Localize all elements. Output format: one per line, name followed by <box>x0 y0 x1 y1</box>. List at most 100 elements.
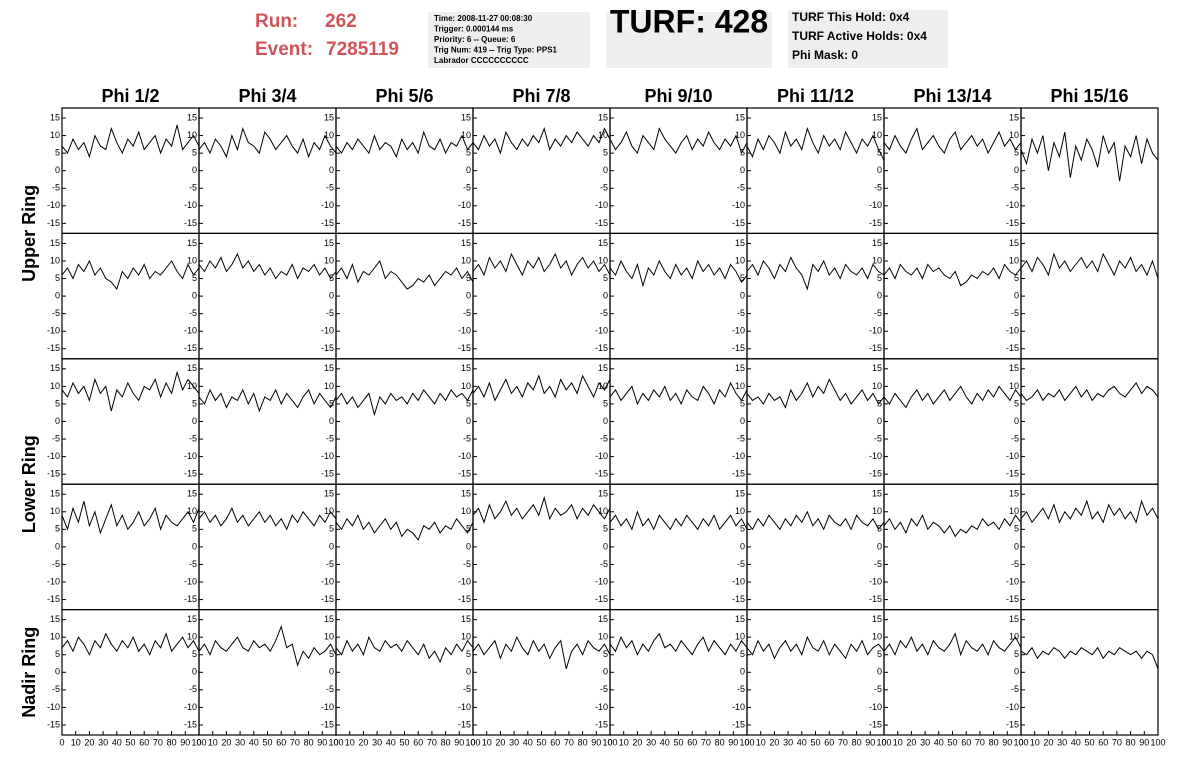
y-tick-label: -5 <box>326 183 334 193</box>
y-tick-label: 15 <box>50 238 60 248</box>
x-tick-label: 90 <box>1139 737 1149 747</box>
y-tick-label: 5 <box>55 398 60 408</box>
y-tick-label: 0 <box>740 290 745 300</box>
y-tick-label: -10 <box>321 451 334 461</box>
info-line: Labrador CCCCCCCCCC <box>434 56 529 65</box>
y-tick-label: -5 <box>737 308 745 318</box>
y-tick-label: -10 <box>869 702 882 712</box>
waveform <box>472 374 611 402</box>
y-tick-label: -15 <box>458 719 471 729</box>
panel-frame <box>472 358 611 485</box>
x-tick-label: 50 <box>399 737 409 747</box>
y-tick-label: -5 <box>189 308 197 318</box>
y-tick-label: -10 <box>595 576 608 586</box>
panel-frame <box>609 483 748 611</box>
turf-info-line: Phi Mask: 0 <box>792 48 858 62</box>
y-tick-label: -10 <box>184 200 197 210</box>
y-tick-label: 15 <box>1009 112 1019 122</box>
x-tick-label: 60 <box>961 737 971 747</box>
panel-frame <box>198 107 337 235</box>
y-tick-label: -10 <box>732 451 745 461</box>
y-tick-label: 15 <box>324 489 334 499</box>
y-tick-label: -10 <box>1006 326 1019 336</box>
info-line: Trigger: 0.000144 ms <box>434 25 514 34</box>
y-tick-label: 0 <box>877 667 882 677</box>
y-tick-label: 0 <box>192 667 197 677</box>
x-tick-label: 100 <box>602 737 617 747</box>
x-tick-label: 90 <box>728 737 738 747</box>
y-tick-label: -5 <box>600 684 608 694</box>
y-tick-label: 5 <box>603 649 608 659</box>
y-tick-label: -5 <box>52 433 60 443</box>
y-tick-label: 15 <box>1009 363 1019 373</box>
x-tick-label: 100 <box>328 737 343 747</box>
waveform <box>1020 131 1159 182</box>
y-tick-label: 5 <box>740 398 745 408</box>
y-tick-label: 0 <box>1014 667 1019 677</box>
x-tick-label: 20 <box>358 737 368 747</box>
y-tick-label: -10 <box>321 326 334 336</box>
y-tick-label: 15 <box>187 238 197 248</box>
x-tick-label: 50 <box>947 737 957 747</box>
y-tick-label: -10 <box>595 451 608 461</box>
y-tick-label: 10 <box>1009 506 1019 516</box>
waveform <box>198 252 337 280</box>
y-tick-label: -10 <box>458 451 471 461</box>
y-tick-label: -10 <box>321 200 334 210</box>
x-tick-label: 80 <box>989 737 999 747</box>
y-tick-label: 15 <box>872 112 882 122</box>
y-tick-label: -15 <box>595 218 608 228</box>
panel-frame <box>609 107 748 235</box>
y-tick-label: -15 <box>321 218 334 228</box>
x-tick-label: 40 <box>660 737 670 747</box>
x-tick-label: 10 <box>756 737 766 747</box>
panel-frame <box>746 232 885 360</box>
x-tick-label: 100 <box>191 737 206 747</box>
x-tick-label: 40 <box>249 737 259 747</box>
waveform <box>746 635 885 660</box>
x-tick-label: 50 <box>810 737 820 747</box>
y-tick-label: -15 <box>595 469 608 479</box>
y-tick-label: -5 <box>600 559 608 569</box>
x-tick-label: 90 <box>317 737 327 747</box>
turf-box <box>606 12 772 68</box>
panel-frame <box>335 358 474 485</box>
y-tick-label: 15 <box>324 238 334 248</box>
y-tick-label: -5 <box>52 183 60 193</box>
y-tick-label: 10 <box>735 632 745 642</box>
y-tick-label: -10 <box>184 702 197 712</box>
x-tick-label: 20 <box>84 737 94 747</box>
waveform <box>609 259 748 288</box>
y-tick-label: 0 <box>329 290 334 300</box>
x-tick-label: 30 <box>98 737 108 747</box>
y-tick-label: 0 <box>1014 165 1019 175</box>
y-tick-label: 5 <box>1014 649 1019 659</box>
y-tick-label: -15 <box>732 343 745 353</box>
y-tick-label: 0 <box>877 290 882 300</box>
x-tick-label: 70 <box>838 737 848 747</box>
y-tick-label: -15 <box>869 469 882 479</box>
y-tick-label: -10 <box>47 326 60 336</box>
column-header: Phi 9/10 <box>644 86 712 106</box>
y-tick-label: 5 <box>603 148 608 158</box>
x-tick-label: 0 <box>744 737 749 747</box>
x-tick-label: 60 <box>550 737 560 747</box>
y-tick-label: 10 <box>187 255 197 265</box>
panel-frame <box>472 483 611 611</box>
waveform <box>198 126 337 159</box>
y-tick-label: 15 <box>187 489 197 499</box>
y-tick-label: 10 <box>735 381 745 391</box>
y-tick-label: 10 <box>735 506 745 516</box>
y-tick-label: 0 <box>55 416 60 426</box>
y-tick-label: -15 <box>595 719 608 729</box>
x-tick-label: 100 <box>876 737 891 747</box>
x-tick-label: 10 <box>893 737 903 747</box>
y-tick-label: 10 <box>187 130 197 140</box>
y-tick-label: 15 <box>461 363 471 373</box>
y-tick-label: 0 <box>192 165 197 175</box>
y-tick-label: 10 <box>50 130 60 140</box>
y-tick-label: -15 <box>1006 469 1019 479</box>
y-tick-label: -5 <box>874 433 882 443</box>
x-tick-label: 30 <box>783 737 793 747</box>
y-tick-label: -15 <box>595 343 608 353</box>
